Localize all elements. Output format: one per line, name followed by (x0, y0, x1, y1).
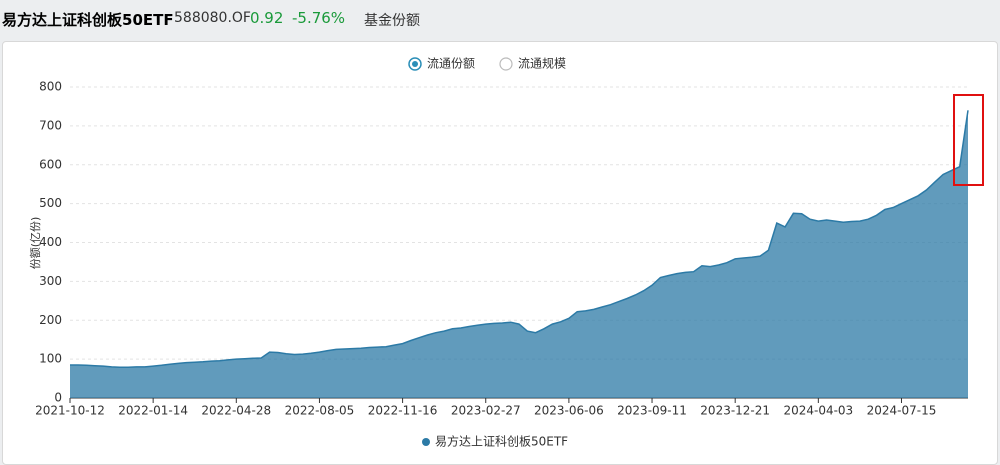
y-tick-label: 700 (39, 118, 62, 132)
y-tick-label: 400 (39, 235, 62, 249)
x-tick-label: 2021-10-12 (35, 404, 105, 418)
x-tick-label: 2023-06-06 (534, 404, 604, 418)
y-tick-label: 100 (39, 352, 62, 366)
x-tick-label: 2022-01-14 (118, 404, 188, 418)
x-tick-label: 2023-09-11 (617, 404, 687, 418)
y-tick-label: 500 (39, 196, 62, 210)
y-tick-label: 800 (39, 80, 62, 94)
x-tick-label: 2023-12-21 (700, 404, 770, 418)
line (70, 110, 969, 369)
option[interactable]: 流通规模 (518, 56, 566, 71)
price: 0.92 (250, 9, 284, 27)
fund-name: 易方达上证科创板50ETF (2, 11, 174, 29)
legend-label: 易方达上证科创板50ETF (435, 434, 568, 449)
y-tick-label: 300 (39, 274, 62, 288)
x-tick-label: 2022-04-28 (201, 404, 271, 418)
tab[interactable]: 基金份额 (364, 13, 420, 29)
y-axis-label: 份额(亿份) (29, 217, 42, 270)
y-tick-label: 200 (39, 313, 62, 327)
y-tick-label: 0 (54, 391, 62, 405)
fund-code: 588080.OF (174, 10, 251, 26)
header: 易方达上证科创板50ETF 588080.OF 0.92 -5.76% 基金份额 (0, 0, 1000, 40)
option[interactable]: 流通份额 (427, 57, 475, 71)
legend-marker (422, 438, 430, 446)
x-tick-label: 2023-02-27 (451, 404, 521, 418)
radio-dot (412, 61, 418, 67)
change: -5.76% (292, 9, 346, 27)
highlight-box (953, 94, 984, 186)
x-tick-label: 2024-04-03 (783, 404, 853, 418)
y-tick-label: 600 (39, 157, 62, 171)
x-tick-label: 2022-08-05 (285, 404, 355, 418)
x-tick-label: 2022-11-16 (368, 404, 438, 418)
radio[interactable] (499, 57, 513, 71)
x-tick-label: 2024-07-15 (867, 404, 937, 418)
area (70, 110, 968, 399)
